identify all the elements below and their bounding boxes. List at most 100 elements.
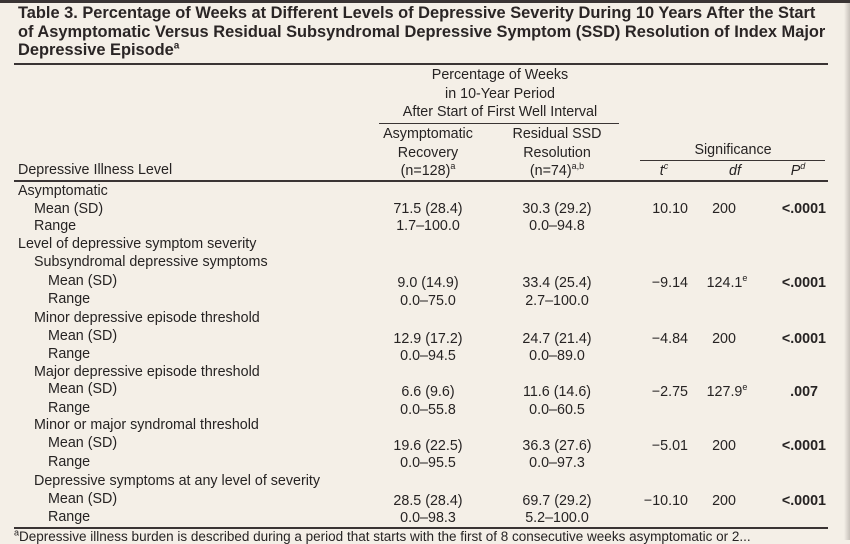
any-range-label: Range <box>48 509 91 525</box>
major-df: 127.9e <box>706 382 748 401</box>
table-title: Table 3. Percentage of Weeks at Differen… <box>18 4 833 60</box>
col1-header-line2: Recovery <box>397 145 459 161</box>
row-level-heading: Level of depressive symptom severity <box>18 236 257 252</box>
bottom-rule <box>14 527 828 529</box>
row-any-level: Depressive symptoms at any level of seve… <box>34 473 321 489</box>
ssd-range-label: Range <box>48 291 91 307</box>
major-mean-col2: 11.6 (14.6) <box>522 384 592 400</box>
group-header-line2: in 10-Year Period <box>445 86 555 102</box>
synd-mean-col1: 19.6 (22.5) <box>393 438 463 454</box>
major-df-value: 127.9 <box>706 384 743 400</box>
asym-range-col1: 1.7–100.0 <box>396 218 460 234</box>
minor-range-label: Range <box>48 346 91 362</box>
asym-p: <.0001 <box>781 201 826 217</box>
synd-mean-col2: 36.3 (27.6) <box>522 438 592 454</box>
col1-header-line1: Asymptomatic <box>383 126 473 142</box>
significance-rule <box>640 160 825 162</box>
asym-range-col2: 0.0–94.8 <box>529 218 585 234</box>
synd-range-col2: 0.0–97.3 <box>529 455 585 471</box>
any-mean-col1: 28.5 (28.4) <box>393 493 463 509</box>
col1-header-line3: (n=128)a <box>400 161 456 180</box>
major-df-sup: e <box>742 382 748 393</box>
synd-mean-label: Mean (SD) <box>48 435 118 451</box>
row-asymptomatic: Asymptomatic <box>18 183 108 199</box>
ssd-df-value: 124.1 <box>706 275 743 291</box>
asym-mean-col2: 30.3 (29.2) <box>522 201 592 217</box>
any-range-col1: 0.0–98.3 <box>400 510 456 526</box>
synd-t: −5.01 <box>651 438 688 454</box>
group-header-rule <box>379 123 619 125</box>
asym-mean-label: Mean (SD) <box>34 201 104 217</box>
col2-n: (n=74) <box>529 163 572 179</box>
ssd-p: <.0001 <box>781 275 826 291</box>
t-header-sup: c <box>663 161 669 172</box>
footnote-mark: a <box>14 527 20 538</box>
asym-t: 10.10 <box>652 201 688 217</box>
significance-header: Significance <box>694 142 772 158</box>
ssd-mean-col1: 9.0 (14.9) <box>397 275 459 291</box>
synd-p: <.0001 <box>781 438 826 454</box>
row-major: Major depressive episode threshold <box>34 364 260 380</box>
row-minor: Minor depressive episode threshold <box>34 310 260 326</box>
major-t: −2.75 <box>651 384 688 400</box>
row-label-header: Depressive Illness Level <box>18 162 173 178</box>
df-header: df <box>729 163 741 179</box>
asym-mean-col1: 71.5 (28.4) <box>393 201 463 217</box>
synd-range-label: Range <box>48 454 91 470</box>
footnote: aDepressive illness burden is described … <box>14 527 751 544</box>
col2-header-line1: Residual SSD <box>512 126 602 142</box>
title-text: Table 3. Percentage of Weeks at Differen… <box>18 4 826 59</box>
ssd-mean-col2: 33.4 (25.4) <box>522 275 592 291</box>
p-header-text: P <box>790 163 801 179</box>
minor-mean-col2: 24.7 (21.4) <box>522 331 592 347</box>
minor-mean-col1: 12.9 (17.2) <box>393 331 463 347</box>
row-ssd: Subsyndromal depressive symptoms <box>34 254 268 270</box>
major-range-label: Range <box>48 400 91 416</box>
major-range-col1: 0.0–55.8 <box>400 402 456 418</box>
title-rule <box>14 63 828 65</box>
minor-t: −4.84 <box>651 331 688 347</box>
col2-sup: a,b <box>571 161 585 172</box>
minor-mean-label: Mean (SD) <box>48 328 118 344</box>
group-header-line1: Percentage of Weeks <box>431 67 569 83</box>
col2-header-line3: (n=74)a,b <box>529 161 585 180</box>
any-p: <.0001 <box>781 493 826 509</box>
any-mean-col2: 69.7 (29.2) <box>522 493 592 509</box>
p-header-sup: d <box>800 161 806 172</box>
t-header: tc <box>659 161 669 180</box>
any-df: 200 <box>712 493 736 509</box>
row-syndromal: Minor or major syndromal threshold <box>34 417 259 433</box>
header-rule <box>14 180 828 182</box>
major-mean-col1: 6.6 (9.6) <box>401 384 455 400</box>
ssd-t: −9.14 <box>651 275 688 291</box>
synd-range-col1: 0.0–95.5 <box>400 455 456 471</box>
asym-df: 200 <box>712 201 736 217</box>
col1-sup: a <box>450 161 456 172</box>
minor-df: 200 <box>712 331 736 347</box>
title-footnote-mark: a <box>173 40 180 52</box>
col2-header-line2: Resolution <box>523 145 591 161</box>
top-border <box>0 0 850 3</box>
minor-range-col1: 0.0–94.5 <box>400 348 456 364</box>
major-p: .007 <box>790 384 818 400</box>
t-header-text: t <box>659 163 664 179</box>
ssd-range-col2: 2.7–100.0 <box>525 293 589 309</box>
major-mean-label: Mean (SD) <box>48 381 118 397</box>
footnote-text: Depressive illness burden is described d… <box>19 529 751 544</box>
ssd-df: 124.1e <box>706 273 748 292</box>
minor-range-col2: 0.0–89.0 <box>529 348 585 364</box>
col1-n: (n=128) <box>400 163 451 179</box>
scan-shadow <box>844 0 850 540</box>
any-range-col2: 5.2–100.0 <box>525 510 589 526</box>
group-header-line3: After Start of First Well Interval <box>402 104 598 120</box>
p-header: Pd <box>790 161 806 180</box>
ssd-df-sup: e <box>742 273 748 284</box>
ssd-range-col1: 0.0–75.0 <box>400 293 456 309</box>
minor-p: <.0001 <box>781 331 826 347</box>
ssd-mean-label: Mean (SD) <box>48 273 118 289</box>
any-t: −10.10 <box>643 493 688 509</box>
major-range-col2: 0.0–60.5 <box>529 402 585 418</box>
asym-range-label: Range <box>34 218 77 234</box>
synd-df: 200 <box>712 438 736 454</box>
any-mean-label: Mean (SD) <box>48 491 118 507</box>
